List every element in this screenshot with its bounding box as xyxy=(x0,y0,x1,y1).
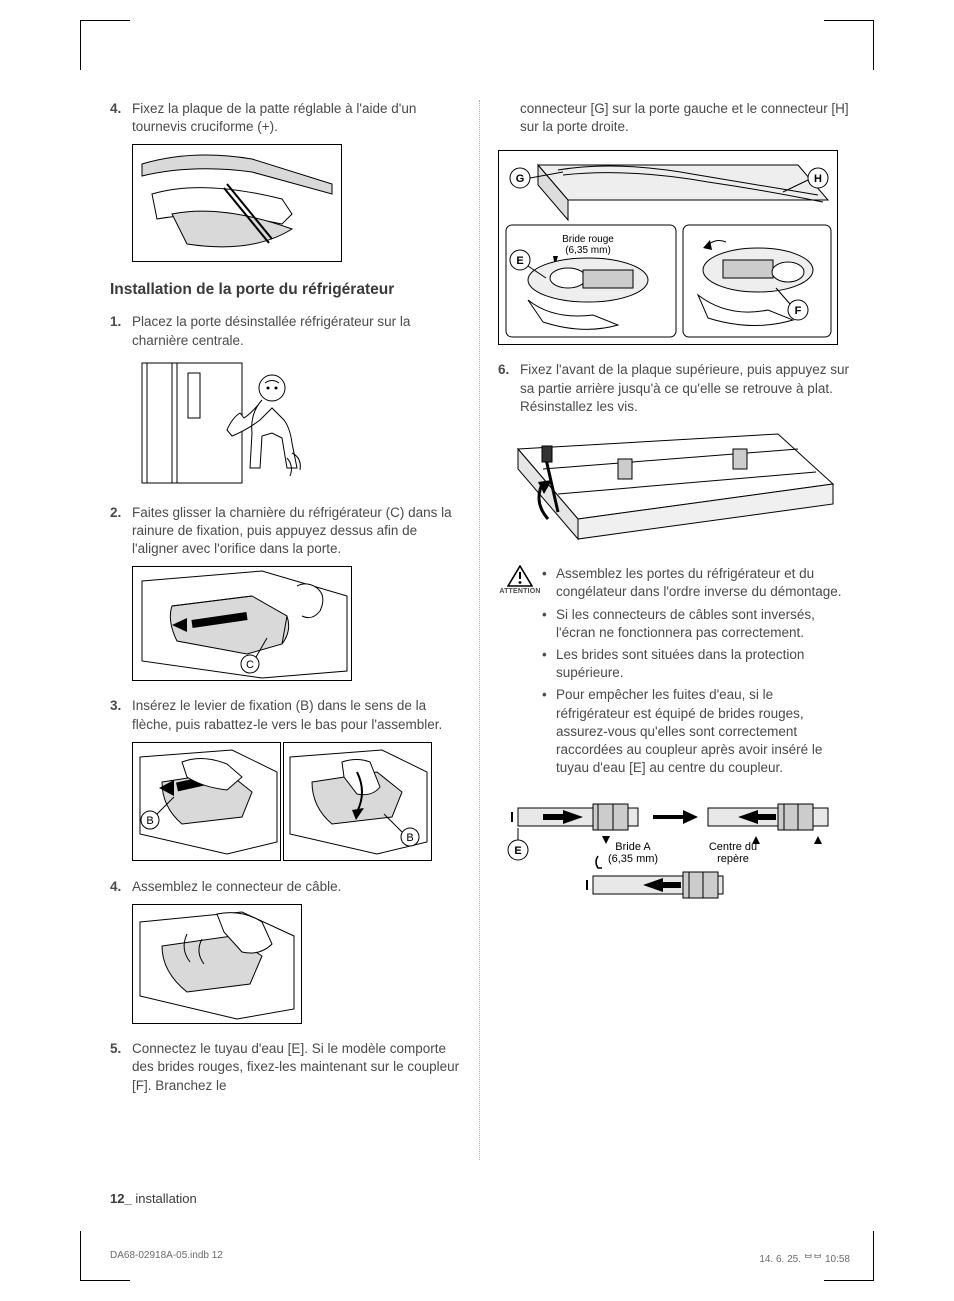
step-text: Placez la porte désinstallée réfrigérate… xyxy=(132,313,461,349)
callout-h: H xyxy=(814,173,822,185)
print-file: DA68-02918A-05.indb 12 xyxy=(110,1250,223,1265)
attention-icon: ATTENTION xyxy=(498,565,542,781)
right-column: connecteur [G] sur la porte gauche et le… xyxy=(480,100,850,1160)
page-number: 12_ xyxy=(110,1191,132,1206)
step-3: 3. Insérez le levier de fixation (B) dan… xyxy=(110,697,461,733)
step-5: 5. Connectez le tuyau d'eau [E]. Si le m… xyxy=(110,1040,461,1095)
callout-g: G xyxy=(516,173,525,185)
figure-top-plate xyxy=(498,424,850,549)
step-4-top: 4. Fixez la plaque de la patte réglable … xyxy=(110,100,461,136)
step-text: Insérez le levier de fixation (B) dans l… xyxy=(132,697,461,733)
attention-block: ATTENTION Assemblez les portes du réfrig… xyxy=(498,565,850,781)
centre-label-1: Centre du xyxy=(709,841,757,853)
step-text: Fixez l'avant de la plaque supérieure, p… xyxy=(520,361,850,416)
attention-bullets: Assemblez les portes du réfrigérateur et… xyxy=(542,565,850,777)
step-5-cont: connecteur [G] sur la porte gauche et le… xyxy=(520,100,850,136)
step-number: 2. xyxy=(110,504,132,559)
step-1: 1. Placez la porte désinstallée réfrigér… xyxy=(110,313,461,349)
callout-c: C xyxy=(246,659,254,671)
bullet-item: Assemblez les portes du réfrigérateur et… xyxy=(542,565,850,601)
page-footer: 12_ installation xyxy=(110,1191,197,1206)
step-text: Faites glisser la charnière du réfrigéra… xyxy=(132,504,461,559)
step-text: Connectez le tuyau d'eau [E]. Si le modè… xyxy=(132,1040,461,1095)
bride-a-label: Bride A xyxy=(615,841,651,853)
step-number: 5. xyxy=(110,1040,132,1095)
bride-a-size: (6,35 mm) xyxy=(608,853,658,865)
bullet-item: Les brides sont situées dans la protecti… xyxy=(542,646,850,682)
step-2: 2. Faites glisser la charnière du réfrig… xyxy=(110,504,461,559)
step-number: 1. xyxy=(110,313,132,349)
step-number: 4. xyxy=(110,100,132,136)
page-section-label: installation xyxy=(135,1191,196,1206)
figure-hinge-c: C xyxy=(132,566,461,681)
page-content: 4. Fixez la plaque de la patte réglable … xyxy=(110,100,850,1210)
step-number: 6. xyxy=(498,361,520,416)
print-date: 14. 6. 25. ᄇᄇ 10:58 xyxy=(759,1250,850,1265)
step-6: 6. Fixez l'avant de la plaque supérieure… xyxy=(498,361,850,416)
bride-size: (6,35 mm) xyxy=(565,245,611,256)
step-number: 4. xyxy=(110,878,132,896)
centre-label-2: repère xyxy=(717,853,749,865)
print-footer: DA68-02918A-05.indb 12 14. 6. 25. ᄇᄇ 10:… xyxy=(110,1250,850,1265)
step-text: Fixez la plaque de la patte réglable à l… xyxy=(132,100,461,136)
callout-f: F xyxy=(795,305,802,317)
crop-mark-tl xyxy=(80,20,130,70)
step-text: Assemblez le connecteur de câble. xyxy=(132,878,461,896)
callout-e: E xyxy=(516,255,523,267)
callout-b1: B xyxy=(146,815,153,827)
bullet-item: Si les connecteurs de câbles sont invers… xyxy=(542,606,850,642)
step-4: 4. Assemblez le connecteur de câble. xyxy=(110,878,461,896)
figure-lever-b: B B xyxy=(132,742,461,862)
left-column: 4. Fixez la plaque de la patte réglable … xyxy=(110,100,480,1160)
step-number: 3. xyxy=(110,697,132,733)
bride-rouge-label: Bride rouge xyxy=(562,234,614,245)
figure-cable-connector xyxy=(132,904,461,1024)
crop-mark-tr xyxy=(824,20,874,70)
section-heading: Installation de la porte du réfrigérateu… xyxy=(110,280,461,301)
figure-tube-coupler: E Bride A (6,35 mm) Centre du repère xyxy=(498,798,850,908)
figure-screwdriver xyxy=(132,144,461,262)
figure-place-door xyxy=(132,358,461,488)
callout-b2: B xyxy=(406,832,413,844)
figure-connectors: G H Bride rouge (6,35 mm) xyxy=(498,150,850,345)
callout-e2: E xyxy=(514,845,521,857)
attention-label: ATTENTION xyxy=(498,587,542,596)
bullet-item: Pour empêcher les fuites d'eau, si le ré… xyxy=(542,686,850,777)
